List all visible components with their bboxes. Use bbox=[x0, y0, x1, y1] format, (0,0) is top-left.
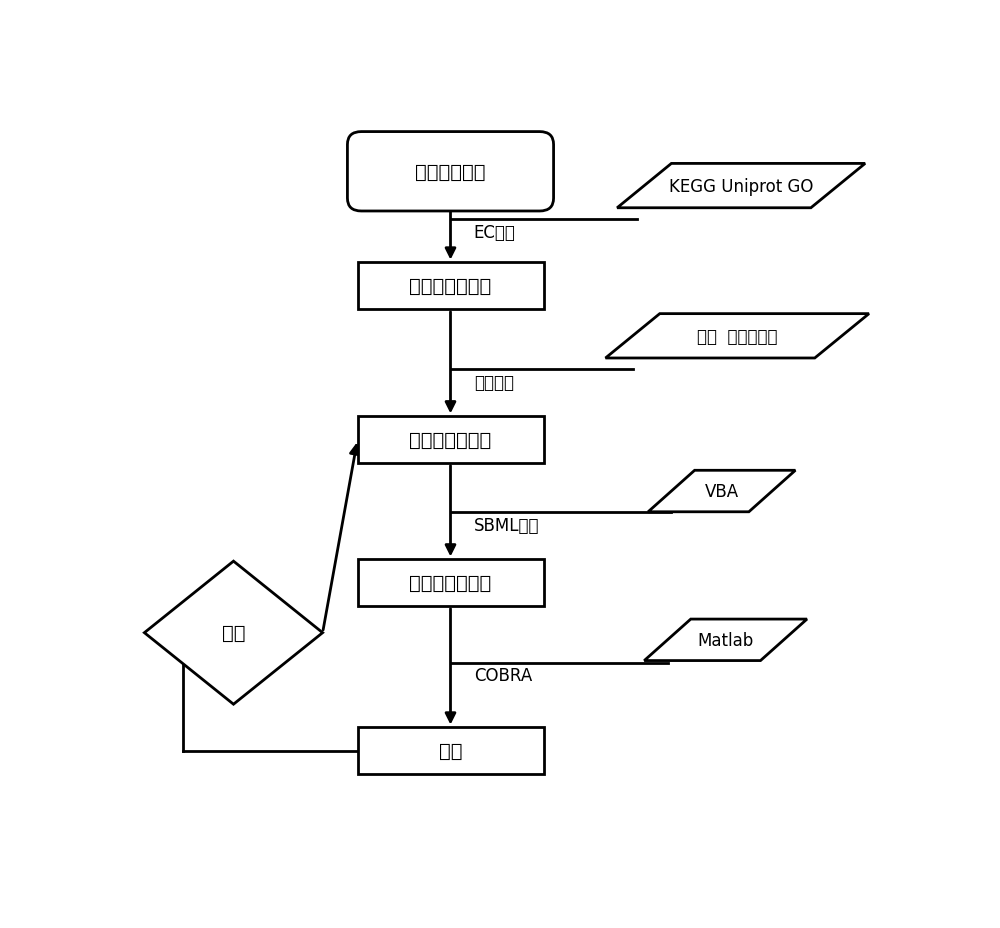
Polygon shape bbox=[617, 164, 865, 209]
Bar bbox=[358, 728, 544, 774]
Text: KEGG Uniprot GO: KEGG Uniprot GO bbox=[669, 177, 813, 196]
Text: 测序注释信息: 测序注释信息 bbox=[415, 162, 486, 182]
Text: 数据库精炼校准: 数据库精炼校准 bbox=[409, 431, 492, 449]
FancyBboxPatch shape bbox=[347, 133, 554, 212]
Text: SBML文档: SBML文档 bbox=[474, 517, 539, 535]
Text: COBRA: COBRA bbox=[474, 666, 532, 685]
Polygon shape bbox=[644, 619, 807, 661]
Text: EC酶号: EC酶号 bbox=[474, 224, 516, 241]
Text: 模拟: 模拟 bbox=[439, 741, 462, 760]
Polygon shape bbox=[606, 315, 869, 358]
Text: 优化: 优化 bbox=[222, 624, 245, 642]
Text: 文献  数据库信息: 文献 数据库信息 bbox=[697, 328, 778, 345]
Text: 人工校对: 人工校对 bbox=[474, 374, 514, 392]
Text: Matlab: Matlab bbox=[698, 631, 754, 649]
Bar bbox=[358, 417, 544, 463]
Text: VBA: VBA bbox=[705, 483, 739, 500]
Text: 数学模型的转化: 数学模型的转化 bbox=[409, 574, 492, 592]
Bar bbox=[358, 560, 544, 606]
Polygon shape bbox=[648, 470, 795, 512]
Bar bbox=[358, 264, 544, 310]
Polygon shape bbox=[144, 561, 323, 704]
Text: 网络数据库构建: 网络数据库构建 bbox=[409, 277, 492, 296]
